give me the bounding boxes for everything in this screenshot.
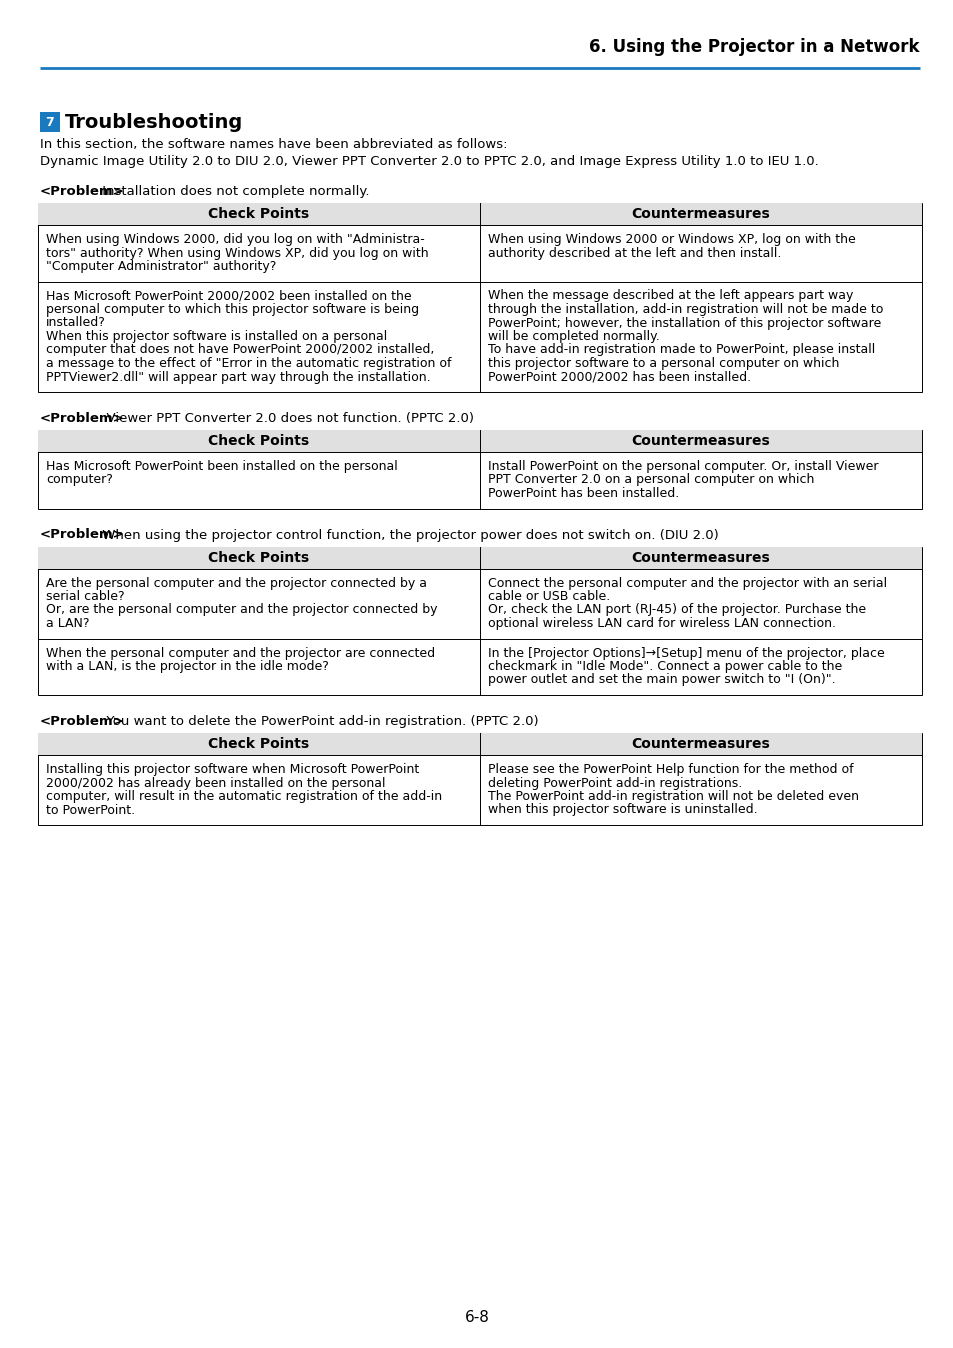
- Text: In the [Projector Options]→[Setup] menu of the projector, place: In the [Projector Options]→[Setup] menu …: [488, 647, 883, 659]
- Text: When using the projector control function, the projector power does not switch o: When using the projector control functio…: [98, 528, 718, 542]
- Text: Countermeasures: Countermeasures: [631, 434, 770, 448]
- Text: When using Windows 2000, did you log on with "Administra-: When using Windows 2000, did you log on …: [46, 233, 424, 245]
- Bar: [38, 204, 921, 392]
- Text: 6. Using the Projector in a Network: 6. Using the Projector in a Network: [589, 38, 919, 57]
- Text: PowerPoint 2000/2002 has been installed.: PowerPoint 2000/2002 has been installed.: [488, 371, 750, 383]
- Text: Countermeasures: Countermeasures: [631, 550, 770, 565]
- Text: a LAN?: a LAN?: [46, 617, 90, 630]
- Text: PPTViewer2.dll" will appear part way through the installation.: PPTViewer2.dll" will appear part way thr…: [46, 371, 430, 383]
- Text: To have add-in registration made to PowerPoint, please install: To have add-in registration made to Powe…: [488, 344, 874, 356]
- Text: Dynamic Image Utility 2.0 to DIU 2.0, Viewer PPT Converter 2.0 to PPTC 2.0, and : Dynamic Image Utility 2.0 to DIU 2.0, Vi…: [40, 155, 818, 168]
- Text: Check Points: Check Points: [208, 550, 309, 565]
- Text: Installation does not complete normally.: Installation does not complete normally.: [98, 185, 369, 198]
- Text: this projector software to a personal computer on which: this projector software to a personal co…: [488, 357, 839, 369]
- Text: 7: 7: [46, 116, 54, 128]
- Text: deleting PowerPoint add-in registrations.: deleting PowerPoint add-in registrations…: [488, 776, 741, 790]
- Text: Troubleshooting: Troubleshooting: [65, 113, 243, 132]
- Text: Check Points: Check Points: [208, 208, 309, 221]
- Text: Install PowerPoint on the personal computer. Or, install Viewer: Install PowerPoint on the personal compu…: [488, 460, 878, 473]
- Text: computer that does not have PowerPoint 2000/2002 installed,: computer that does not have PowerPoint 2…: [46, 344, 434, 356]
- Text: through the installation, add-in registration will not be made to: through the installation, add-in registr…: [488, 303, 882, 315]
- Text: PowerPoint; however, the installation of this projector software: PowerPoint; however, the installation of…: [488, 317, 881, 329]
- Text: authority described at the left and then install.: authority described at the left and then…: [488, 247, 781, 260]
- Text: optional wireless LAN card for wireless LAN connection.: optional wireless LAN card for wireless …: [488, 617, 835, 630]
- Bar: [38, 733, 921, 755]
- Text: a message to the effect of "Error in the automatic registration of: a message to the effect of "Error in the…: [46, 357, 451, 369]
- Text: Or, check the LAN port (RJ-45) of the projector. Purchase the: Or, check the LAN port (RJ-45) of the pr…: [488, 604, 865, 616]
- Text: to PowerPoint.: to PowerPoint.: [46, 803, 135, 817]
- Text: Countermeasures: Countermeasures: [631, 208, 770, 221]
- Text: "Computer Administrator" authority?: "Computer Administrator" authority?: [46, 260, 276, 274]
- Text: When the message described at the left appears part way: When the message described at the left a…: [488, 290, 853, 302]
- Text: Please see the PowerPoint Help function for the method of: Please see the PowerPoint Help function …: [488, 763, 853, 776]
- Text: 2000/2002 has already been installed on the personal: 2000/2002 has already been installed on …: [46, 776, 385, 790]
- Text: Are the personal computer and the projector connected by a: Are the personal computer and the projec…: [46, 577, 427, 589]
- Text: Check Points: Check Points: [208, 434, 309, 448]
- Text: The PowerPoint add-in registration will not be deleted even: The PowerPoint add-in registration will …: [488, 790, 858, 803]
- Text: When the personal computer and the projector are connected: When the personal computer and the proje…: [46, 647, 435, 659]
- Text: Connect the personal computer and the projector with an serial: Connect the personal computer and the pr…: [488, 577, 886, 589]
- Text: computer?: computer?: [46, 473, 112, 487]
- Text: <Problem>: <Problem>: [40, 528, 125, 542]
- Text: In this section, the software names have been abbreviated as follows:: In this section, the software names have…: [40, 137, 507, 151]
- Bar: [38, 204, 921, 225]
- Text: personal computer to which this projector software is being: personal computer to which this projecto…: [46, 303, 418, 315]
- Text: Has Microsoft PowerPoint been installed on the personal: Has Microsoft PowerPoint been installed …: [46, 460, 397, 473]
- Text: Check Points: Check Points: [208, 737, 309, 751]
- Bar: [38, 546, 921, 696]
- Text: cable or USB cable.: cable or USB cable.: [488, 590, 610, 603]
- Text: with a LAN, is the projector in the idle mode?: with a LAN, is the projector in the idle…: [46, 661, 329, 673]
- Text: <Problem>: <Problem>: [40, 714, 125, 728]
- Text: serial cable?: serial cable?: [46, 590, 125, 603]
- Text: <Problem>: <Problem>: [40, 185, 125, 198]
- Text: installed?: installed?: [46, 317, 106, 329]
- Text: You want to delete the PowerPoint add-in registration. (PPTC 2.0): You want to delete the PowerPoint add-in…: [98, 714, 538, 728]
- Text: will be completed normally.: will be completed normally.: [488, 330, 659, 342]
- Text: Has Microsoft PowerPoint 2000/2002 been installed on the: Has Microsoft PowerPoint 2000/2002 been …: [46, 290, 411, 302]
- Text: When this projector software is installed on a personal: When this projector software is installe…: [46, 330, 387, 342]
- Bar: [40, 112, 60, 132]
- Bar: [38, 430, 921, 508]
- Text: Or, are the personal computer and the projector connected by: Or, are the personal computer and the pr…: [46, 604, 437, 616]
- Bar: [38, 546, 921, 569]
- Text: computer, will result in the automatic registration of the add-in: computer, will result in the automatic r…: [46, 790, 441, 803]
- Bar: [38, 733, 921, 825]
- Text: Installing this projector software when Microsoft PowerPoint: Installing this projector software when …: [46, 763, 418, 776]
- Text: PPT Converter 2.0 on a personal computer on which: PPT Converter 2.0 on a personal computer…: [488, 473, 814, 487]
- Text: 6-8: 6-8: [464, 1310, 489, 1325]
- Text: power outlet and set the main power switch to "I (On)".: power outlet and set the main power swit…: [488, 674, 835, 686]
- Text: Countermeasures: Countermeasures: [631, 737, 770, 751]
- Text: tors" authority? When using Windows XP, did you log on with: tors" authority? When using Windows XP, …: [46, 247, 428, 260]
- Text: When using Windows 2000 or Windows XP, log on with the: When using Windows 2000 or Windows XP, l…: [488, 233, 855, 245]
- Text: PowerPoint has been installed.: PowerPoint has been installed.: [488, 487, 679, 500]
- Text: when this projector software is uninstalled.: when this projector software is uninstal…: [488, 803, 757, 817]
- Text: checkmark in "Idle Mode". Connect a power cable to the: checkmark in "Idle Mode". Connect a powe…: [488, 661, 841, 673]
- Bar: [38, 430, 921, 452]
- Text: Viewer PPT Converter 2.0 does not function. (PPTC 2.0): Viewer PPT Converter 2.0 does not functi…: [98, 412, 474, 425]
- Text: <Problem>: <Problem>: [40, 412, 125, 425]
